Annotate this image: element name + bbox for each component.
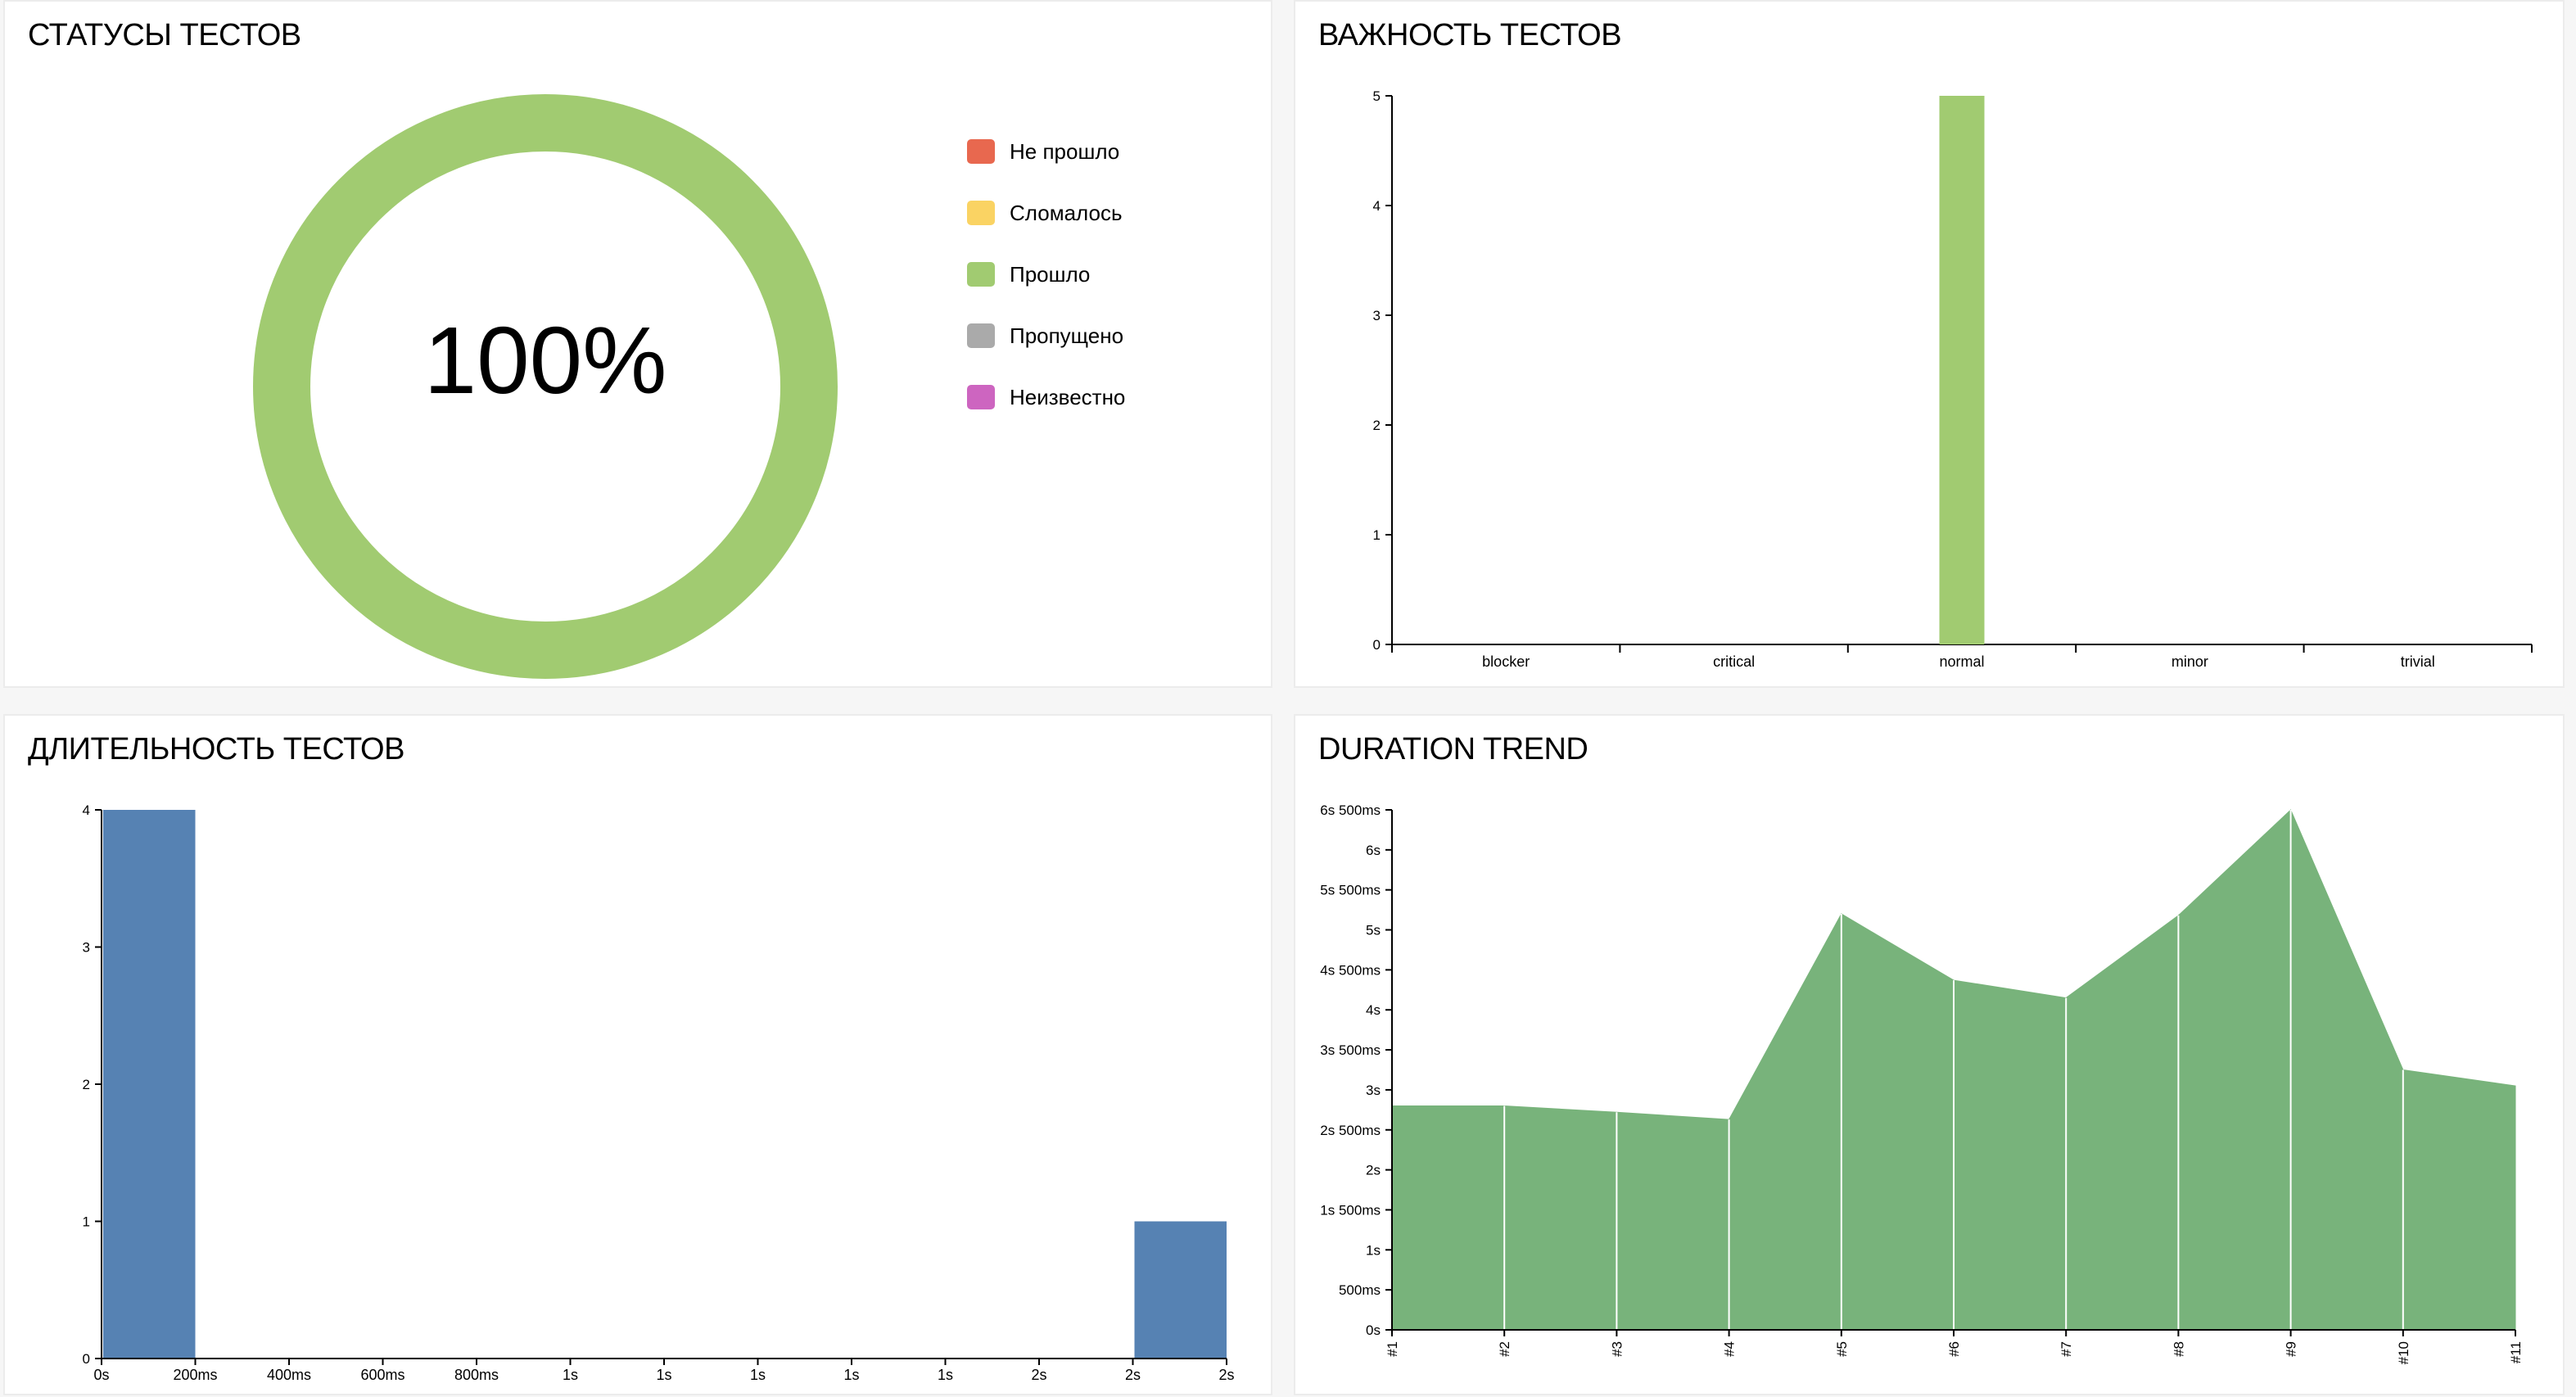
x-tick-label: 0s xyxy=(93,1367,109,1383)
x-tick-label: #8 xyxy=(2171,1341,2186,1357)
trend-title: DURATION TREND xyxy=(1318,732,1589,766)
y-tick-label: 3s 500ms xyxy=(1320,1042,1381,1058)
statuses-legend: Не прошло Сломалось Прошло Пропущено Неизвес… xyxy=(967,137,1125,444)
x-tick-label: #3 xyxy=(1609,1341,1625,1357)
legend-item[interactable]: Неизвестно xyxy=(967,382,1125,412)
legend-swatch xyxy=(967,323,995,348)
statuses-title: СТАТУСЫ ТЕСТОВ xyxy=(28,18,301,52)
y-tick-label: 5s 500ms xyxy=(1320,883,1381,898)
severity-title: ВАЖНОСТЬ ТЕСТОВ xyxy=(1318,18,1622,52)
x-tick-label: blocker xyxy=(1482,653,1530,670)
y-tick-label: 6s xyxy=(1366,843,1381,858)
x-tick-label: critical xyxy=(1713,653,1755,670)
y-tick-label: 0s xyxy=(1366,1322,1381,1338)
y-tick-label: 5s xyxy=(1366,923,1381,938)
x-tick-label: #7 xyxy=(2059,1341,2074,1357)
x-tick-label: 600ms xyxy=(360,1367,404,1383)
legend-label: Неизвестно xyxy=(1010,384,1126,409)
x-tick-label: 1s xyxy=(843,1367,859,1383)
x-tick-label: 2s xyxy=(1031,1367,1046,1383)
duration-panel: ДЛИТЕЛЬНОСТЬ ТЕСТОВ 0 1 2 3 4 0s 200ms 400ms 600… xyxy=(3,714,1272,1395)
x-tick-label: #10 xyxy=(2396,1341,2411,1364)
x-tick-label: #2 xyxy=(1497,1341,1512,1357)
duration-bar[interactable] xyxy=(103,810,196,1359)
y-tick-label: 3 xyxy=(83,940,90,956)
y-tick-label: 0 xyxy=(1373,637,1381,653)
legend-swatch xyxy=(967,385,995,409)
x-tick-label: 200ms xyxy=(173,1367,217,1383)
duration-histogram: 0 1 2 3 4 0s 200ms 400ms 600ms 800ms 1s 1s 1s 1s 1s 2s 2… xyxy=(83,802,1235,1383)
y-tick-label: 2s xyxy=(1366,1163,1381,1178)
y-tick-label: 1s xyxy=(1366,1242,1381,1258)
x-tick-label: minor xyxy=(2172,653,2208,670)
legend-item[interactable]: Пропущено xyxy=(967,321,1125,350)
y-tick-label: 500ms xyxy=(1339,1282,1381,1298)
statuses-panel: СТАТУСЫ ТЕСТОВ 100% Не прошло Сломалось Пр… xyxy=(3,0,1272,688)
y-tick-label: 3s xyxy=(1366,1083,1381,1098)
duration-trend-chart: 0s 500ms 1s 1s 500ms 2s 2s 500ms 3s 3s 500ms 4s 4… xyxy=(1320,802,2524,1364)
legend-label: Прошло xyxy=(1010,261,1091,287)
y-tick-label: 1 xyxy=(1373,527,1381,543)
legend-item[interactable]: Сломалось xyxy=(967,198,1125,228)
x-tick-label: #5 xyxy=(1834,1341,1850,1357)
y-tick-label: 1s 500ms xyxy=(1320,1202,1381,1218)
duration-bar[interactable] xyxy=(1134,1221,1227,1359)
y-tick-label: 2 xyxy=(83,1077,90,1092)
trend-panel: DURATION TREND 0s 500ms 1s 1s 500ms 2s 2s 500… xyxy=(1294,714,2565,1395)
x-tick-label: 1s xyxy=(656,1367,671,1383)
legend-swatch xyxy=(967,201,995,225)
donut-center-label: 100% xyxy=(424,307,667,414)
x-tick-label: 1s xyxy=(750,1367,766,1383)
legend-label: Пропущено xyxy=(1010,323,1124,348)
donut-slice[interactable] xyxy=(253,94,838,679)
x-tick-label: 1s xyxy=(563,1367,578,1383)
y-tick-label: 3 xyxy=(1373,308,1381,323)
x-tick-label: 800ms xyxy=(454,1367,499,1383)
legend-swatch xyxy=(967,139,995,164)
x-tick-label: 2s xyxy=(1218,1367,1234,1383)
y-tick-label: 6s 500ms xyxy=(1320,802,1381,818)
y-tick-label: 0 xyxy=(83,1351,90,1367)
donut-arcs xyxy=(253,94,838,679)
y-tick-label: 4s 500ms xyxy=(1320,962,1381,978)
x-tick-label: #9 xyxy=(2284,1341,2299,1357)
x-tick-label: 1s xyxy=(938,1367,953,1383)
y-tick-label: 2 xyxy=(1373,418,1381,433)
y-tick-label: 1 xyxy=(83,1214,90,1230)
legend-label: Сломалось xyxy=(1010,200,1123,225)
y-tick-label: 4 xyxy=(83,802,90,818)
x-tick-label: 400ms xyxy=(267,1367,311,1383)
x-tick-label: #11 xyxy=(2508,1341,2524,1363)
x-tick-label: trivial xyxy=(2401,653,2435,670)
y-tick-label: 4s xyxy=(1366,1002,1381,1018)
x-tick-label: normal xyxy=(1939,653,1984,670)
severity-panel: ВАЖНОСТЬ ТЕСТОВ 0 1 2 3 4 5 blocker critical nor… xyxy=(1294,0,2565,688)
legend-swatch xyxy=(967,262,995,287)
legend-item[interactable]: Прошло xyxy=(967,260,1125,289)
x-tick-label: 2s xyxy=(1125,1367,1141,1383)
x-tick-label: #4 xyxy=(1722,1341,1738,1357)
severity-bar-normal[interactable] xyxy=(1939,96,1985,644)
x-tick-label: #6 xyxy=(1946,1341,1962,1357)
y-tick-label: 5 xyxy=(1373,88,1381,104)
legend-label: Не прошло xyxy=(1010,138,1120,164)
y-tick-label: 4 xyxy=(1373,198,1381,214)
legend-item[interactable]: Не прошло xyxy=(967,137,1125,166)
x-tick-label: #1 xyxy=(1385,1341,1400,1357)
y-tick-label: 2s 500ms xyxy=(1320,1123,1381,1138)
severity-bar-chart: 0 1 2 3 4 5 blocker critical normal minor trivial xyxy=(1373,88,2533,670)
statuses-donut-chart: 100% xyxy=(253,94,838,679)
duration-title: ДЛИТЕЛЬНОСТЬ ТЕСТОВ xyxy=(28,732,404,766)
